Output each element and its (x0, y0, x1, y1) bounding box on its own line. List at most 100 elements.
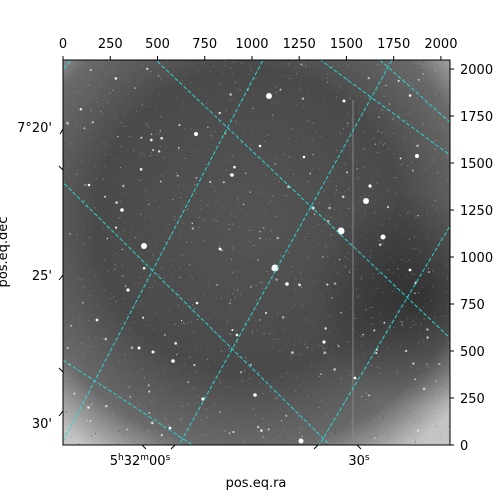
star (178, 124, 181, 127)
dec-tick-label: 30' (32, 417, 52, 432)
star (421, 73, 424, 75)
star (385, 84, 387, 86)
star (180, 319, 183, 322)
star (333, 368, 337, 371)
star (342, 99, 346, 103)
star (171, 359, 175, 363)
star (265, 311, 268, 315)
star (331, 297, 333, 299)
star (229, 228, 231, 230)
star (177, 147, 180, 149)
grid-line (155, 60, 450, 339)
star (426, 336, 429, 339)
star (87, 183, 91, 187)
star (280, 420, 283, 422)
star (328, 206, 331, 210)
star (160, 136, 164, 140)
star (126, 428, 129, 431)
star (160, 434, 163, 437)
star (401, 324, 403, 326)
star (218, 111, 221, 115)
right-tick-label: 0 (460, 439, 468, 454)
right-tick-label: 250 (460, 392, 485, 407)
star (401, 321, 403, 323)
star (326, 219, 330, 223)
top-tick-label: 500 (145, 37, 170, 52)
star (239, 371, 243, 374)
star (417, 78, 420, 81)
top-tick-label: 0 (59, 37, 67, 52)
star (374, 143, 377, 145)
star (341, 195, 345, 199)
star (259, 237, 261, 240)
star (119, 167, 122, 169)
star (416, 144, 419, 148)
star (193, 363, 196, 367)
star (115, 201, 118, 204)
star (89, 69, 92, 72)
star (157, 74, 160, 77)
star (122, 275, 124, 277)
star (412, 362, 415, 365)
star (281, 316, 285, 319)
star (201, 397, 205, 401)
star (91, 121, 94, 124)
star (216, 283, 219, 286)
right-tick-label: 750 (460, 298, 485, 313)
star (218, 245, 220, 248)
ra-tick-label-1: 30s (348, 453, 370, 469)
star (148, 411, 151, 414)
grid-line (379, 60, 450, 123)
star (66, 121, 69, 125)
star (79, 107, 83, 111)
star (104, 195, 107, 198)
star (416, 429, 420, 432)
grid-line (63, 60, 264, 443)
star (260, 429, 263, 432)
star (83, 127, 86, 130)
star (229, 333, 231, 335)
star (258, 144, 262, 148)
star (267, 428, 270, 431)
star (349, 271, 351, 273)
star (142, 316, 145, 319)
star (175, 354, 178, 356)
star (428, 271, 430, 273)
star (322, 340, 326, 344)
star (209, 180, 212, 184)
star (347, 122, 349, 124)
star (229, 93, 232, 96)
star (233, 165, 236, 169)
right-tick-label: 500 (460, 345, 485, 360)
grid-line (178, 60, 393, 445)
star (257, 425, 260, 429)
star (134, 87, 136, 89)
star (147, 384, 150, 387)
star (275, 278, 278, 281)
star (362, 333, 364, 336)
star (337, 345, 340, 347)
star (106, 237, 109, 240)
star (179, 276, 181, 278)
star (323, 351, 327, 355)
star (337, 227, 345, 235)
star (150, 133, 153, 136)
star (191, 227, 195, 230)
star (259, 230, 261, 233)
coordinate-grid (63, 60, 450, 445)
star (194, 132, 198, 136)
star (272, 114, 274, 116)
ra-axis (141, 444, 362, 450)
star (404, 349, 408, 353)
star (353, 376, 357, 380)
star (274, 163, 276, 165)
star (222, 181, 225, 184)
right-tick-label: 1250 (460, 204, 493, 219)
star (151, 350, 155, 354)
star (191, 222, 194, 225)
star (378, 243, 382, 247)
star (84, 184, 87, 186)
star (422, 387, 426, 391)
star (298, 438, 304, 444)
